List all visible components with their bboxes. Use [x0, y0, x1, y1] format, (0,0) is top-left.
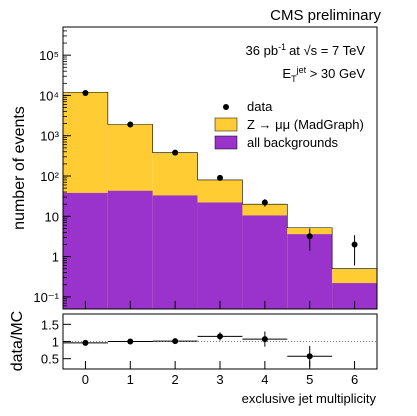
data-point: [82, 89, 89, 96]
background-bar: [197, 202, 243, 309]
y-tick-label: 10⁻¹: [33, 290, 59, 305]
main-y-axis: 10⁻¹ 1 10 10² 10³ 10⁴ 10⁵: [33, 30, 356, 309]
data-point: [351, 241, 358, 248]
y-tick-label: 10²: [40, 169, 59, 184]
ratio-y-axis-label: data/MC: [9, 311, 26, 371]
ratio-y-tick-label: 1.5: [41, 317, 59, 332]
ratio-point: [217, 333, 223, 340]
jet-threshold-label: ETjet > 30 GeV: [282, 65, 365, 84]
ratio-y-tick-label: 1: [52, 335, 59, 350]
legend-data-marker: [223, 104, 229, 110]
legend-background-label: all backgrounds: [247, 135, 339, 150]
background-bar: [242, 215, 288, 309]
data-points: [82, 89, 358, 266]
x-tick-label: 5: [306, 372, 313, 387]
header-label: CMS preliminary: [270, 7, 381, 24]
luminosity-label: 36 pb-1 at √s = 7 TeV: [246, 42, 366, 58]
y-tick-label: 10⁴: [39, 88, 59, 103]
y-tick-label: 10³: [40, 129, 59, 144]
y-tick-label: 10: [45, 209, 59, 224]
x-axis-label: exclusive jet multiplicity: [242, 391, 377, 406]
ratio-axes: 0.5 1 1.5 0 1 2 3 4 5 6: [41, 317, 377, 387]
legend: data Z → μμ (MadGraph) all backgrounds: [214, 99, 364, 150]
ratio-point: [261, 336, 268, 343]
y-tick-label: 1: [52, 250, 59, 265]
y-tick-label: 10⁵: [39, 48, 59, 63]
background-bar: [63, 192, 108, 309]
data-point: [306, 233, 313, 240]
ratio-y-tick-label: 0.5: [41, 352, 59, 367]
data-point: [261, 199, 268, 206]
x-tick-label: 2: [172, 372, 179, 387]
ratio-point: [306, 353, 313, 360]
data-point: [172, 149, 179, 156]
legend-signal-swatch: [214, 117, 238, 132]
data-point: [217, 174, 223, 181]
legend-data-label: data: [247, 99, 273, 114]
legend-signal-label: Z → μμ (MadGraph): [247, 117, 364, 132]
ratio-point: [172, 338, 179, 345]
x-tick-label: 0: [82, 372, 89, 387]
x-tick-label: 3: [216, 372, 223, 387]
ratio-point: [82, 339, 89, 346]
data-point: [127, 121, 134, 128]
ratio-points: [63, 331, 333, 367]
ratio-point: [127, 338, 134, 345]
legend-background-swatch: [214, 135, 238, 150]
background-bar: [107, 190, 153, 309]
x-tick-label: 6: [351, 372, 358, 387]
x-tick-label: 1: [127, 372, 134, 387]
main-y-axis-label: number of events: [11, 106, 28, 230]
x-tick-label: 4: [261, 372, 268, 387]
background-bar: [152, 195, 198, 309]
